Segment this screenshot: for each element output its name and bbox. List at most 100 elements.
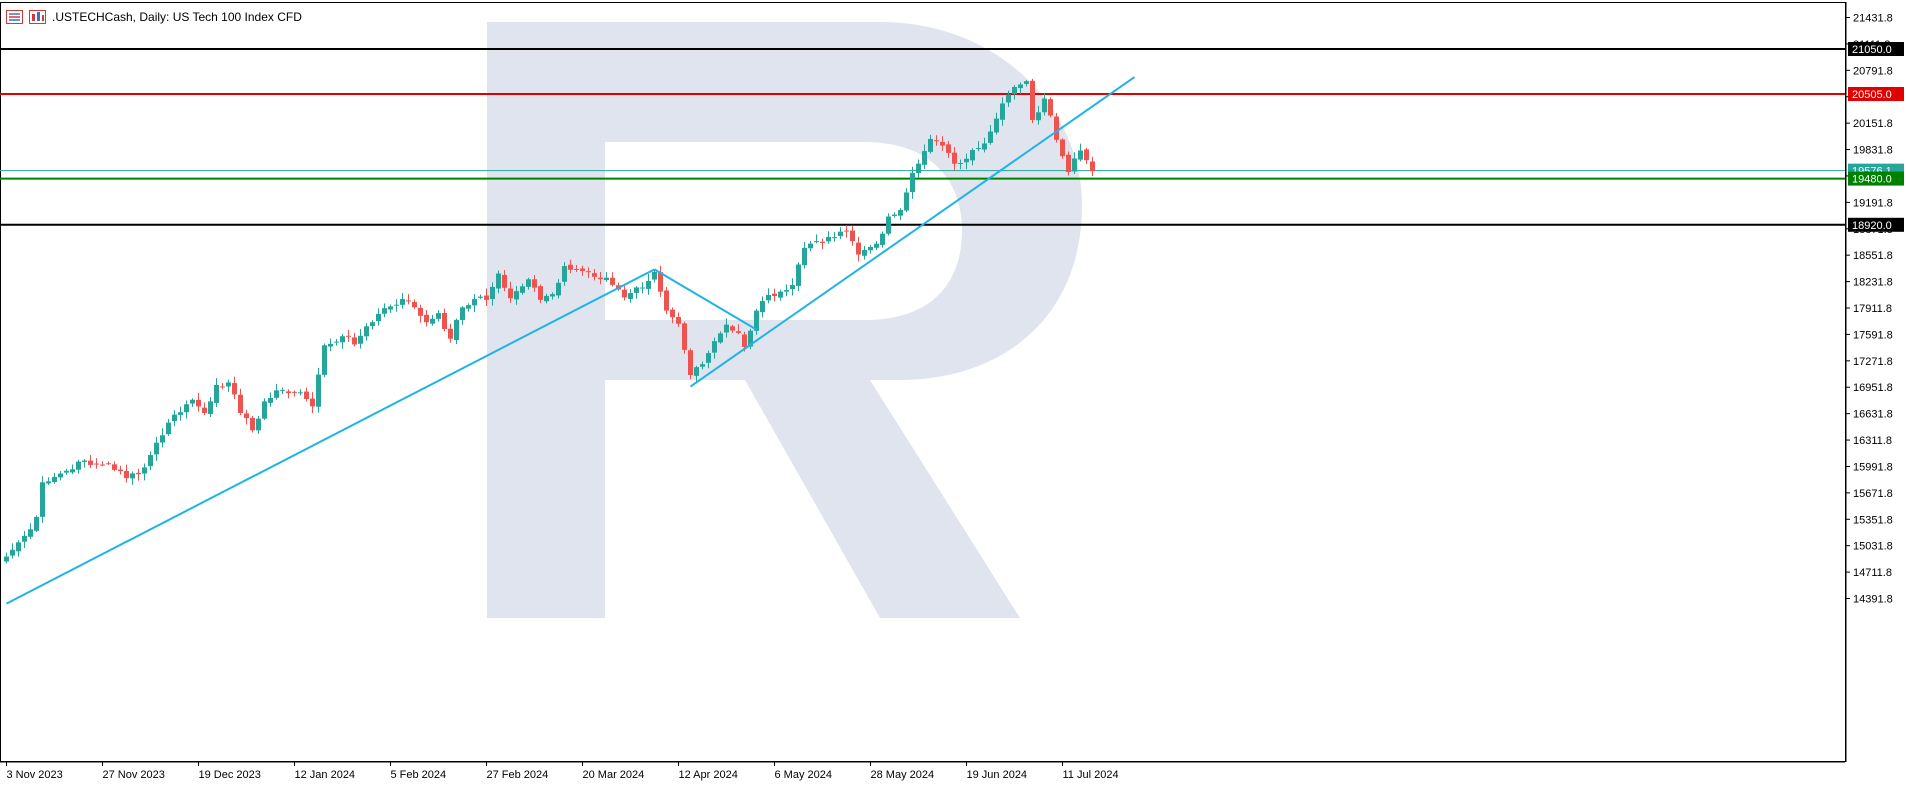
candle-bull <box>808 243 813 249</box>
candle-bull <box>16 542 21 552</box>
price-tick-label: 14391.8 <box>1853 594 1893 606</box>
candle-bull <box>604 277 609 281</box>
candle-bull <box>898 209 903 216</box>
price-tick-label: 15671.8 <box>1853 488 1893 500</box>
candle-bull <box>784 290 789 292</box>
candle-bear <box>250 417 255 431</box>
candle-bull <box>472 299 477 306</box>
candle-bear <box>292 391 297 393</box>
candle-bull <box>454 319 459 341</box>
candle-bear <box>118 469 123 472</box>
candle-bull <box>958 162 963 164</box>
candle-bear <box>934 140 939 142</box>
trendlines <box>6 76 1136 605</box>
candle-bear <box>94 463 99 465</box>
price-tick-label: 20151.8 <box>1853 118 1893 130</box>
candle-bear <box>532 279 537 288</box>
time-tick-label: 6 May 2024 <box>775 769 832 781</box>
price-tick-label: 17271.8 <box>1853 356 1893 368</box>
candle-bull <box>838 231 843 237</box>
candle-bear <box>502 274 507 288</box>
candle-bear <box>1054 116 1059 140</box>
candle-bull <box>388 306 393 310</box>
candle-bear <box>730 326 735 331</box>
level-label: 18920.0 <box>1852 220 1892 232</box>
candle-bear <box>448 328 453 339</box>
candle-bull <box>1024 81 1029 84</box>
candle-bull <box>316 374 321 407</box>
candle-bull <box>82 460 87 462</box>
candle-bear <box>1048 99 1053 116</box>
candle-bull <box>778 291 783 298</box>
candle-bear <box>106 463 111 465</box>
candle-bear <box>310 398 315 407</box>
candle-bear <box>484 295 489 300</box>
candle-bear <box>346 335 351 337</box>
candle-bull <box>370 322 375 327</box>
candle-bull <box>40 482 45 517</box>
candle-bull <box>52 476 57 483</box>
candle-bear <box>598 277 603 280</box>
candle-bull <box>154 442 159 455</box>
candle-bull <box>766 294 771 301</box>
candle-bull <box>4 556 9 562</box>
candle-bear <box>508 288 513 299</box>
candle-bull <box>928 138 933 152</box>
time-tick-label: 11 Jul 2024 <box>1063 769 1119 781</box>
time-tick-label: 19 Jun 2024 <box>967 769 1028 781</box>
price-axis: 21431.821111.820791.820471.820151.819831… <box>1845 0 1906 781</box>
candle-bull <box>400 299 405 305</box>
candle-bull <box>976 148 981 150</box>
candle-bear <box>406 300 411 302</box>
candle-bear <box>1060 139 1065 157</box>
candle-bull <box>274 390 279 398</box>
candle-bull <box>868 246 873 251</box>
price-tick-label: 21431.8 <box>1853 13 1893 25</box>
candle-bull <box>700 364 705 367</box>
candle-bear <box>574 268 579 270</box>
candle-bull <box>178 412 183 415</box>
candle-bull <box>910 172 915 193</box>
symbol-title: .USTECHCash, Daily: US Tech 100 Index CF… <box>52 10 302 24</box>
candle-bull <box>628 293 633 299</box>
candle-bull <box>886 216 891 234</box>
candle-bear <box>850 230 855 242</box>
candle-bear <box>610 277 615 285</box>
price-tick-label: 19831.8 <box>1853 145 1893 157</box>
level-label-bg <box>1848 42 1904 57</box>
candle-bull <box>34 516 39 531</box>
candle-bull <box>748 330 753 347</box>
candle-bear <box>820 241 825 243</box>
candle-bull <box>358 335 363 344</box>
price-tick-label: 17591.8 <box>1853 329 1893 341</box>
candle-bull <box>394 304 399 306</box>
candle-bull <box>226 382 231 387</box>
time-tick-label: 27 Nov 2023 <box>103 769 165 781</box>
candle-bull <box>214 384 219 403</box>
candle-bull <box>724 324 729 333</box>
candle-bull <box>706 353 711 363</box>
candle-bear <box>1090 161 1095 172</box>
time-tick-label: 27 Feb 2024 <box>487 769 549 781</box>
symbol-list-icon[interactable] <box>6 10 23 24</box>
candle-bull <box>460 307 465 320</box>
trendline <box>689 76 1136 388</box>
candle-bull <box>526 279 531 287</box>
price-tick-label: 18231.8 <box>1853 277 1893 289</box>
candle-bull <box>1042 98 1047 113</box>
candle-bear <box>580 268 585 271</box>
candle-bear <box>244 413 249 419</box>
candle-bear <box>592 273 597 277</box>
candle-bull <box>490 286 495 300</box>
candle-bull <box>340 336 345 343</box>
candle-bear <box>124 470 129 479</box>
chart-type-icon[interactable] <box>29 10 46 24</box>
candle-bear <box>1030 80 1035 120</box>
price-tick-label: 17911.8 <box>1853 303 1892 315</box>
candle-bull <box>652 271 657 280</box>
price-tick-label: 15031.8 <box>1853 541 1893 553</box>
time-tick-label: 12 Jan 2024 <box>295 769 356 781</box>
